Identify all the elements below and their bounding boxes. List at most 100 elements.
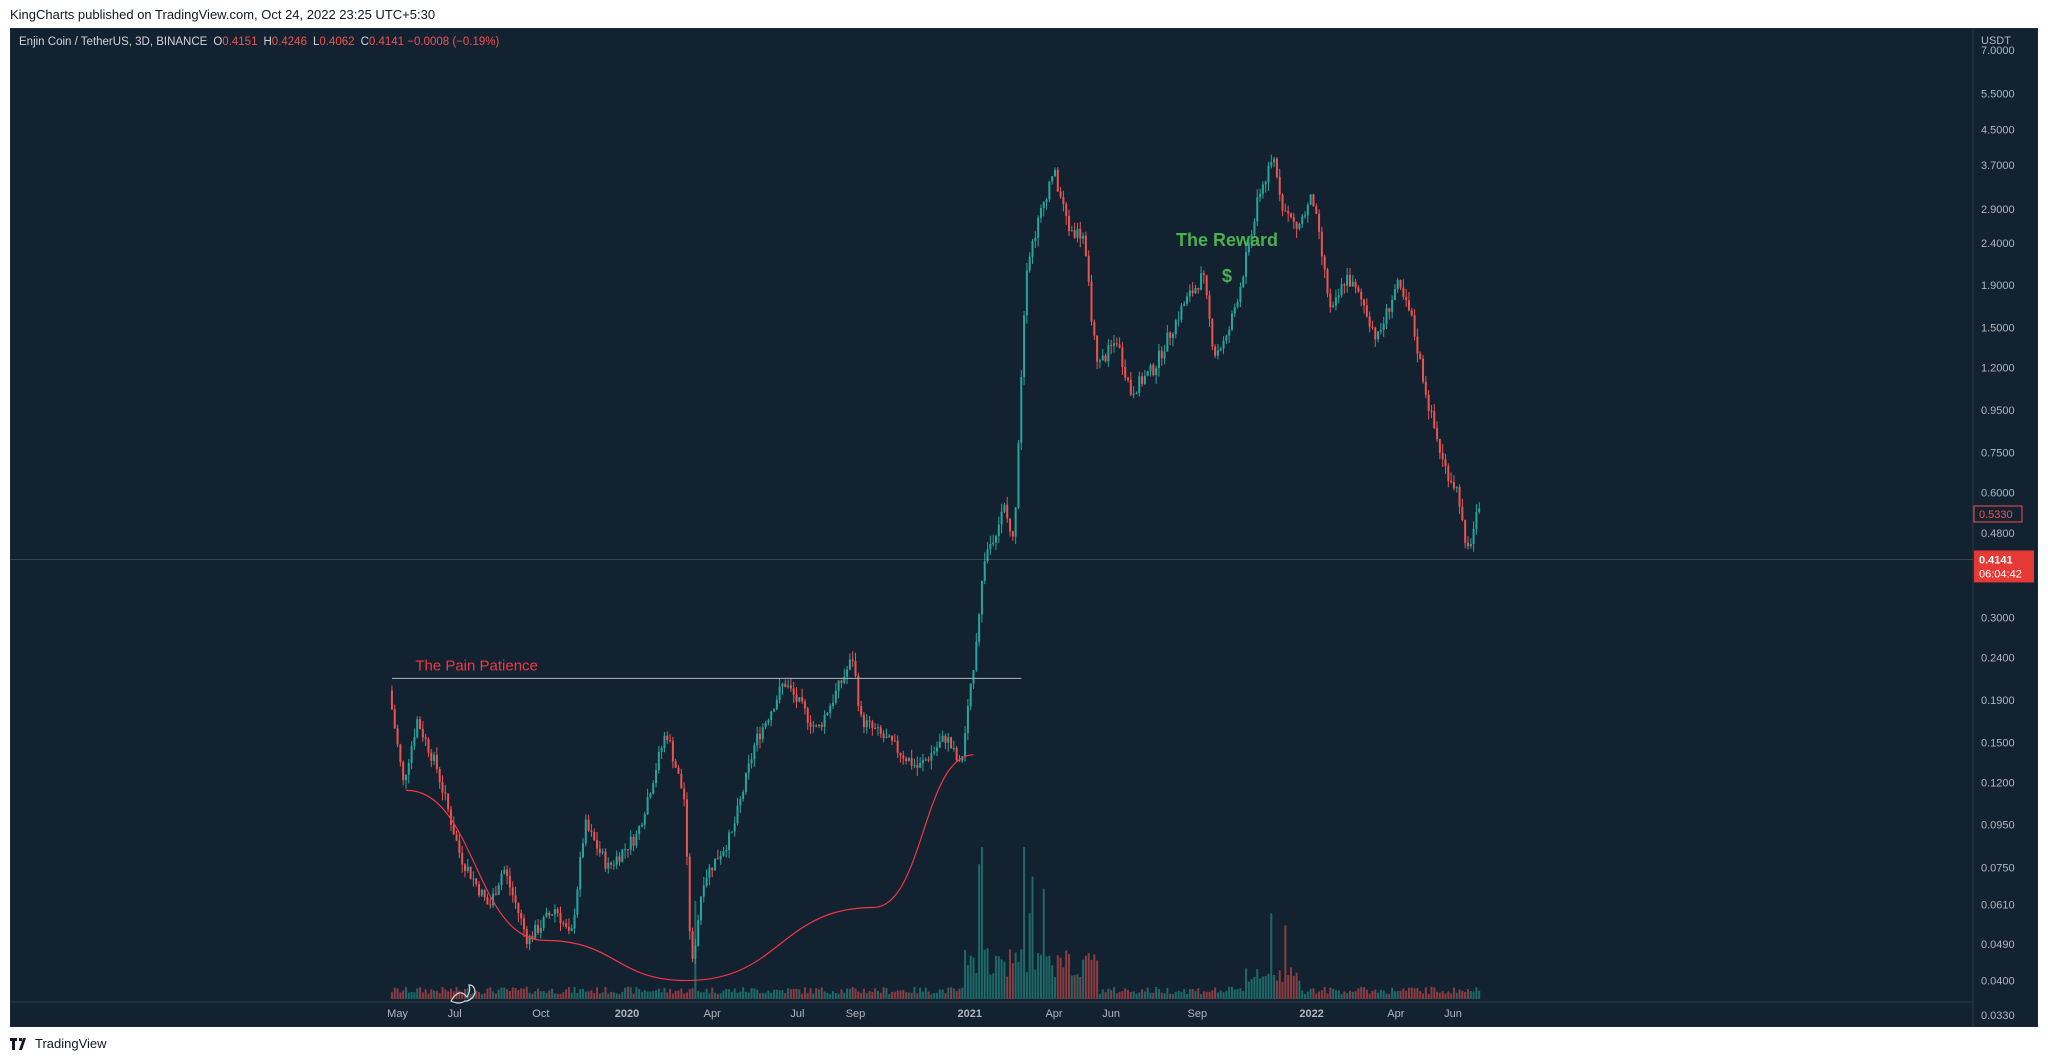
y-tick-label: 0.4800 [1981,528,2015,540]
candle-body [1410,310,1413,316]
volume-bar [1278,970,1281,999]
candle-body [503,869,506,874]
candle-body [978,614,981,642]
candle-body [1039,208,1042,218]
candle-body [1382,323,1385,330]
volume-bar [1149,992,1152,999]
close-label: C [360,36,369,48]
tradingview-logo[interactable]: TradingView [10,1036,107,1051]
volume-bar [1169,993,1172,999]
volume-bar [1391,987,1394,999]
volume-bar [1155,987,1158,999]
volume-bar [837,993,840,999]
volume-bar [1132,991,1135,999]
candle-body [1115,343,1118,345]
volume-bar [1466,989,1469,999]
volume-bar [910,992,913,999]
candle-body [1065,203,1068,216]
volume-bar [730,991,733,999]
candle-body [736,805,739,824]
candle-body [958,760,961,762]
candle-body [674,761,677,768]
candle-body [910,758,913,766]
volume-bar [413,992,416,999]
candle-body [1239,287,1242,302]
volume-bar [857,991,860,999]
volume-bar [1292,975,1295,999]
volume-bar [1458,989,1461,999]
volume-bar [1326,993,1329,999]
volume-bar [1334,990,1337,999]
volume-bar [798,989,801,999]
volume-bar [891,991,894,999]
candle-body [1318,213,1321,232]
volume-bar [1469,990,1472,999]
volume-bar [419,987,422,999]
volume-bar [820,987,823,999]
candle-body [742,791,745,799]
candle-body [1169,332,1172,338]
volume-bar [1101,989,1104,999]
candle-body [840,680,843,683]
volume-bar [517,990,520,999]
volume-bar [587,991,590,999]
candle-body [846,669,849,677]
candle-body [1292,217,1295,222]
volume-bar [402,990,405,999]
candle-body [1267,165,1270,182]
volume-bar [1430,986,1433,999]
candle-body [410,746,413,763]
candle-body [565,923,568,927]
volume-bar [899,990,902,999]
volume-bar [1023,847,1026,999]
candle-body [885,736,888,739]
volume-bar [556,993,559,999]
candle-body [1416,336,1419,354]
symbol-title: Enjin Coin / TetherUS, 3D, BINANCE [19,36,208,48]
volume-bar [938,989,941,999]
volume-bar [449,988,452,999]
price-chart[interactable]: 7.0000 5.5000 4.5000 3.7000 2.9000 2.4000 1.90… [11,29,2037,1026]
reward-label: The Reward [1176,230,1278,250]
chart-panel[interactable]: 7.0000 5.5000 4.5000 3.7000 2.9000 2.4000 1.90… [10,28,2038,1027]
candle-body [1363,299,1366,306]
volume-bar [1191,988,1194,999]
candle-body [1076,228,1079,238]
volume-bar [559,993,562,999]
volume-bar [1365,989,1368,999]
candle-body [1051,176,1054,182]
high-label: H [263,36,272,48]
volume-bar [879,992,882,999]
candle-body [1351,281,1354,287]
candle-body [1107,344,1110,362]
candle-body [964,733,967,757]
volume-bar [862,988,865,999]
y-tick-label: 0.0950 [1981,820,2015,832]
volume-bar [1233,989,1236,999]
volume-bar [1360,986,1363,999]
candle-body [1301,216,1304,224]
candle-body [1368,316,1371,327]
candle-body [792,688,795,695]
candle-body [593,831,596,841]
candle-body [1332,305,1335,308]
volume-bar [1273,975,1276,999]
volume-bar [1275,980,1278,999]
y-tick-label: 0.0610 [1981,900,2015,912]
candle-body [590,830,593,832]
candle-body [1273,158,1276,163]
publisher-bar: KingCharts published on TradingView.com,… [0,0,2048,28]
volume-bar [492,991,495,999]
candle-body [809,722,812,727]
volume-bar [1450,993,1453,999]
volume-bar [1121,990,1124,999]
volume-bar [1141,989,1144,999]
volume-bar [1112,986,1115,999]
volume-bar [1438,992,1441,999]
volume-bar [1048,955,1051,999]
volume-bar [1287,975,1290,999]
candle-body [441,782,444,793]
candle-body [534,924,537,940]
volume-bar [444,989,447,999]
volume-bar [1087,953,1090,999]
